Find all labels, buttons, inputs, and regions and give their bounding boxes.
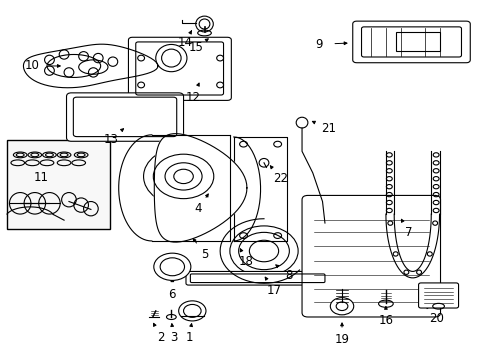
Text: 11: 11: [33, 171, 48, 184]
Text: 22: 22: [273, 172, 288, 185]
Text: 4: 4: [194, 202, 202, 215]
Text: 18: 18: [239, 255, 253, 269]
Ellipse shape: [143, 147, 223, 206]
FancyBboxPatch shape: [352, 21, 469, 63]
FancyBboxPatch shape: [185, 271, 329, 285]
Text: 21: 21: [320, 122, 335, 135]
Text: 20: 20: [428, 312, 443, 325]
Text: 2: 2: [156, 331, 164, 344]
Text: 17: 17: [266, 284, 281, 297]
Polygon shape: [23, 44, 158, 88]
Bar: [395, 32, 439, 51]
Polygon shape: [122, 134, 190, 242]
Text: 14: 14: [177, 36, 192, 49]
Text: 15: 15: [188, 41, 203, 54]
Text: 8: 8: [285, 269, 292, 282]
Ellipse shape: [330, 298, 353, 315]
Text: 12: 12: [185, 91, 200, 104]
Ellipse shape: [178, 301, 205, 321]
Text: 10: 10: [24, 59, 39, 72]
Polygon shape: [154, 134, 246, 242]
FancyBboxPatch shape: [302, 195, 440, 317]
FancyBboxPatch shape: [66, 93, 183, 141]
Text: 16: 16: [378, 314, 393, 328]
Text: 6: 6: [168, 288, 176, 301]
Ellipse shape: [154, 253, 190, 280]
Text: 7: 7: [404, 226, 411, 239]
FancyBboxPatch shape: [418, 283, 458, 308]
Bar: [6, 140, 110, 229]
Text: 19: 19: [334, 333, 349, 346]
Ellipse shape: [229, 226, 298, 276]
Text: 5: 5: [201, 248, 208, 261]
Text: 3: 3: [169, 331, 177, 344]
Text: 9: 9: [314, 38, 322, 51]
Text: 1: 1: [185, 331, 192, 344]
Text: 13: 13: [103, 133, 119, 146]
FancyBboxPatch shape: [128, 37, 231, 100]
